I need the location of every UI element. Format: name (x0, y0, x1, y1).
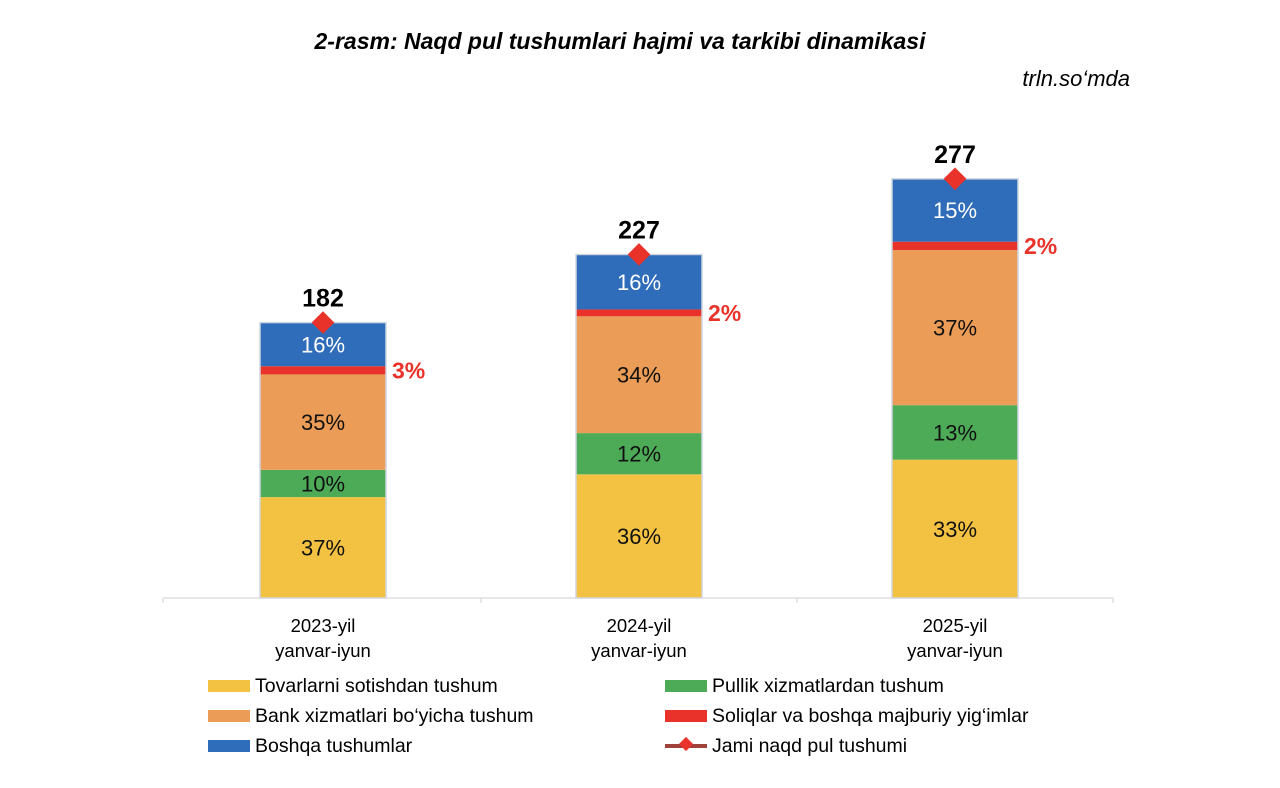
legend-label: Tovarlarni sotishdan tushum (255, 674, 498, 697)
x-tick-label: 2025-yil (923, 615, 988, 636)
bar-segment (576, 474, 702, 598)
legend-label: Bank xizmatlari bo‘yicha tushum (255, 704, 534, 727)
bar-segment (260, 497, 386, 598)
legend-label: Soliqlar va boshqa majburiy yig‘imlar (712, 704, 1029, 727)
x-tick-label: yanvar-iyun (907, 640, 1003, 661)
bar-segment (260, 366, 386, 375)
legend-item: Tovarlarni sotishdan tushum (208, 673, 498, 699)
data-label: 3% (392, 357, 425, 383)
bar-segment (892, 459, 1018, 598)
data-label: 34% (617, 363, 661, 388)
legend-swatch (208, 680, 250, 692)
data-label: 35% (301, 410, 345, 435)
bar-segment (892, 241, 1018, 251)
legend-item: Boshqa tushumlar (208, 733, 412, 759)
bar-segment (260, 374, 386, 470)
data-label: 33% (933, 517, 977, 542)
x-tick-label: 2024-yil (607, 615, 672, 636)
legend-item: Bank xizmatlari bo‘yicha tushum (208, 703, 534, 729)
legend-label: Jami naqd pul tushumi (712, 734, 908, 757)
bar-segment (260, 469, 386, 498)
x-tick-label: 2023-yil (291, 615, 356, 636)
legend-swatch (665, 710, 707, 722)
legend-label: Pullik xizmatlardan tushum (712, 674, 944, 697)
data-label: 16% (301, 332, 345, 357)
bar-segment (576, 309, 702, 317)
legend-label: Boshqa tushumlar (255, 734, 413, 757)
data-label: 2% (1024, 233, 1057, 259)
total-label: 277 (934, 141, 976, 169)
data-label: 36% (617, 524, 661, 549)
legend-item: Jami naqd pul tushumi (665, 733, 907, 759)
legend-line-marker-icon (665, 736, 707, 752)
data-label: 16% (617, 270, 661, 295)
unit-label: trln.so‘mda (1022, 66, 1130, 91)
bar-segment (892, 250, 1018, 406)
legend-item: Pullik xizmatlardan tushum (665, 673, 944, 699)
legend-swatch (208, 740, 250, 752)
total-label: 227 (618, 216, 660, 244)
data-label: 12% (617, 442, 661, 467)
total-marker (311, 311, 335, 334)
data-label: 13% (933, 420, 977, 445)
data-label: 10% (301, 471, 345, 496)
total-label: 182 (302, 285, 344, 313)
bar-segment (576, 433, 702, 475)
bar-segment (576, 316, 702, 434)
legend-swatch (665, 680, 707, 692)
bar-segment (892, 405, 1018, 460)
data-label: 37% (301, 536, 345, 561)
data-label: 2% (708, 300, 741, 326)
legend-swatch (208, 710, 250, 722)
data-label: 15% (933, 198, 977, 223)
chart-title: 2-rasm: Naqd pul tushumlari hajmi va tar… (314, 28, 926, 54)
data-label: 37% (933, 316, 977, 341)
legend-item: Soliqlar va boshqa majburiy yig‘imlar (665, 703, 1028, 729)
x-tick-label: yanvar-iyun (591, 640, 687, 661)
x-tick-label: yanvar-iyun (275, 640, 371, 661)
